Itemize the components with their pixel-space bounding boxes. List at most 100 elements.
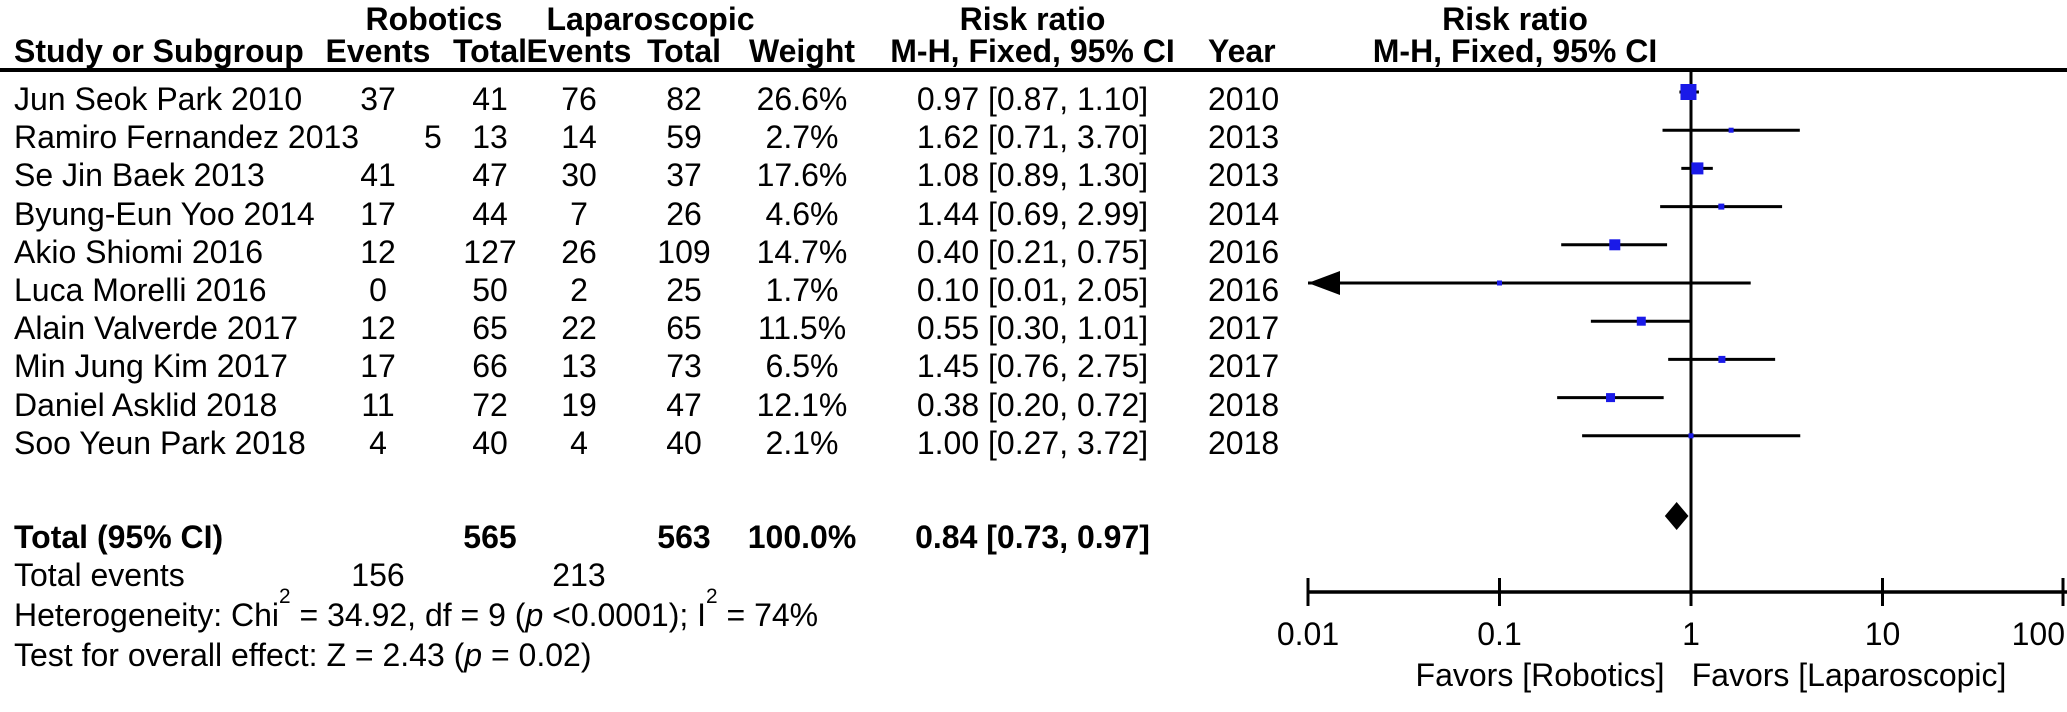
year-value: 2018 <box>1208 386 1280 423</box>
heterogeneity-text: <0.0001); I <box>543 597 707 633</box>
effect-square <box>1728 127 1734 133</box>
risk-ratio-ci-value: 0.10 [0.01, 2.05] <box>916 272 1149 308</box>
header-group-row: Robotics Laparoscopic Risk ratio <box>0 0 1330 38</box>
total-label: Total (95% CI) <box>14 519 224 555</box>
weight-value: 14.7% <box>756 233 848 270</box>
laparoscopic-events-value: 30 <box>561 157 597 194</box>
weight-value: 4.6% <box>765 195 839 232</box>
robotics-total-value: 66 <box>472 348 508 385</box>
year-value: 2016 <box>1208 233 1280 270</box>
robotics-total-value: 47 <box>472 157 508 194</box>
robotics-total-value: 40 <box>472 424 508 461</box>
robotics-events-value: 4 <box>369 424 387 461</box>
robotics-total-value: 127 <box>463 233 517 270</box>
laparoscopic-total-value: 59 <box>666 119 702 156</box>
laparoscopic-total-value: 82 <box>666 81 702 117</box>
laparoscopic-total-value: 65 <box>666 310 702 347</box>
study-name: Byung-Eun Yoo 2014 <box>14 195 315 232</box>
year-value: 2013 <box>1208 157 1280 194</box>
axis-tick-label: 10 <box>1864 616 1901 652</box>
laparoscopic-total-value: 26 <box>666 195 702 232</box>
axis-tick-label: 0.01 <box>1276 616 1340 652</box>
ci-arrow-left <box>1308 271 1340 295</box>
header-column-row: Study or Subgroup Events Total Events To… <box>0 32 2067 70</box>
effect-square <box>1497 280 1502 286</box>
robotics-total-value: 50 <box>472 272 508 308</box>
laparoscopic-total-value: 25 <box>666 272 702 308</box>
risk-ratio-ci-value: 1.45 [0.76, 2.75] <box>916 348 1149 385</box>
study-name: Alain Valverde 2017 <box>14 310 299 347</box>
total-risk-ratio-ci: 0.84 [0.73, 0.97] <box>915 519 1150 555</box>
overall-effect-line: Test for overall effect: Z = 2.43 (p = 0… <box>14 635 591 675</box>
year-value: 2018 <box>1208 424 1280 461</box>
study-name: Ramiro Fernandez 2013 <box>14 119 360 156</box>
laparoscopic-events-value: 2 <box>570 272 588 308</box>
risk-ratio-ci-value: 1.44 [0.69, 2.99] <box>916 195 1149 232</box>
weight-value: 6.5% <box>765 348 839 385</box>
study-name: Jun Seok Park 2010 <box>14 81 303 117</box>
p-italic: p <box>464 637 483 673</box>
year-value: 2010 <box>1208 81 1280 117</box>
laparoscopic-events-value: 13 <box>561 348 597 385</box>
risk-ratio-ci-value: 1.00 [0.27, 3.72] <box>916 424 1149 461</box>
superscript-2: 2 <box>706 584 718 608</box>
effect-square <box>1688 433 1694 439</box>
robotics-total-value: 65 <box>472 310 508 347</box>
study-row: Jun Seok Park 2010 37 41 76 82 26.6% 0.9… <box>0 80 1330 118</box>
header-laparoscopic-events: Events <box>526 33 632 69</box>
effect-square <box>1606 393 1616 403</box>
robotics-events-value: 17 <box>360 195 396 232</box>
heterogeneity-text: = 34.92, df = 9 ( <box>290 597 526 633</box>
robotics-events-value: 12 <box>360 310 396 347</box>
header-year: Year <box>1208 33 1276 69</box>
robotics-total-value: 41 <box>472 81 508 117</box>
header-plot-title-row: Risk ratio <box>0 0 2067 38</box>
risk-ratio-ci-value: 0.97 [0.87, 1.10] <box>916 81 1149 117</box>
study-row: Alain Valverde 2017 12 65 22 65 11.5% 0.… <box>0 309 1330 347</box>
header-risk-ratio-plot: Risk ratio <box>1442 1 1588 37</box>
year-value: 2013 <box>1208 119 1280 156</box>
overall-effect-text: = 0.02) <box>482 637 592 673</box>
laparoscopic-events-value: 7 <box>570 195 588 232</box>
effect-square <box>1680 84 1697 100</box>
superscript-2: 2 <box>279 584 291 608</box>
study-row: Se Jin Baek 2013 41 47 30 37 17.6% 1.08 … <box>0 156 1330 194</box>
total-events-label: Total events <box>14 557 185 593</box>
total-diamond <box>1664 502 1689 530</box>
axis-tick-label: 100 <box>2011 616 2065 652</box>
study-name: Akio Shiomi 2016 <box>14 233 264 270</box>
effect-square <box>1718 355 1726 363</box>
favors-left-label: Favors [Robotics] <box>1415 657 1665 693</box>
year-value: 2017 <box>1208 310 1280 347</box>
effect-square <box>1691 162 1704 175</box>
study-name: Luca Morelli 2016 <box>14 272 267 308</box>
laparoscopic-total-value: 73 <box>666 348 702 385</box>
robotics-events-value: 5 <box>424 119 442 156</box>
header-robotics-total: Total <box>452 33 528 69</box>
robotics-events-value: 17 <box>360 348 396 385</box>
header-rule <box>0 68 2067 72</box>
heterogeneity-line: Heterogeneity: Chi2 = 34.92, df = 9 (p <… <box>14 586 818 635</box>
study-row: Luca Morelli 2016 0 50 2 25 1.7% 0.10 [0… <box>0 271 1330 309</box>
risk-ratio-ci-value: 1.62 [0.71, 3.70] <box>916 119 1149 156</box>
weight-value: 12.1% <box>756 386 848 423</box>
weight-value: 1.7% <box>765 272 839 308</box>
weight-value: 2.1% <box>765 424 839 461</box>
laparoscopic-events-value: 19 <box>561 386 597 423</box>
total-weight: 100.0% <box>747 519 857 555</box>
laparoscopic-events-value: 22 <box>561 310 597 347</box>
risk-ratio-ci-value: 1.08 [0.89, 1.30] <box>916 157 1149 194</box>
robotics-events-value: 11 <box>361 386 395 423</box>
year-value: 2014 <box>1208 195 1280 232</box>
laparoscopic-events-value: 26 <box>561 233 597 270</box>
laparoscopic-total-value: 109 <box>657 233 711 270</box>
risk-ratio-ci-value: 0.40 [0.21, 0.75] <box>916 233 1149 270</box>
header-robotics-group: Robotics <box>365 1 503 37</box>
header-robotics-events: Events <box>325 33 431 69</box>
total-robotics-n: 565 <box>463 519 517 555</box>
study-row: Soo Yeun Park 2018 4 40 4 40 2.1% 1.00 [… <box>0 424 1330 462</box>
study-name: Se Jin Baek 2013 <box>14 157 265 194</box>
axis-tick-label: 0.1 <box>1477 616 1522 652</box>
header-weight: Weight <box>748 33 856 69</box>
